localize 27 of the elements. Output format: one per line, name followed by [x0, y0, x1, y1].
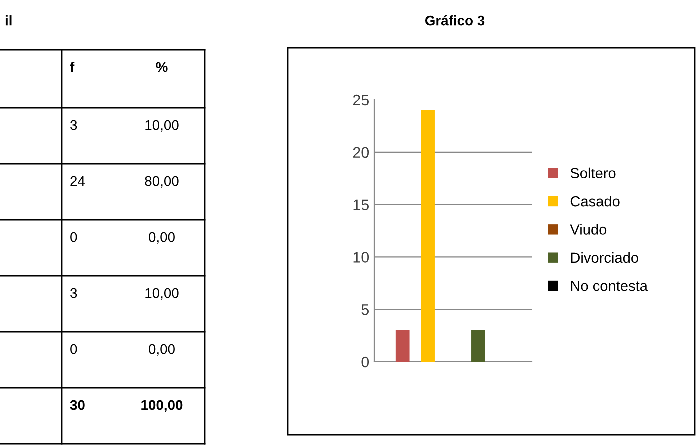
text: 0,00: [149, 344, 175, 356]
legend-label: Divorciado: [571, 252, 638, 264]
text: 10,00: [146, 288, 179, 300]
text: 24: [70, 176, 86, 186]
text: 30: [70, 400, 85, 410]
legend-label: Casado: [570, 196, 620, 207]
text: 100,00: [142, 400, 183, 412]
text: 0,00: [149, 232, 175, 244]
y-tick-label: 25: [353, 94, 369, 106]
legend-label: No contesta: [571, 281, 648, 292]
text: 3: [70, 288, 78, 298]
chart-title: Gráfico 3: [425, 15, 485, 26]
text: il: [6, 16, 12, 26]
y-tick-label: 0: [362, 356, 370, 368]
text: 0: [70, 232, 78, 242]
y-tick-label: 10: [354, 252, 370, 263]
text: 3: [70, 120, 78, 130]
y-tick-label: 5: [362, 304, 369, 316]
legend-label: Soltero: [570, 168, 616, 179]
text: f: [70, 62, 75, 72]
text: 0: [70, 344, 78, 354]
legend-label: Viudo: [570, 224, 607, 235]
y-tick-label: 20: [353, 147, 370, 158]
y-tick-label: 15: [354, 200, 369, 210]
text: %: [156, 62, 168, 72]
text: 80,00: [145, 176, 179, 188]
text: 10,00: [146, 120, 179, 132]
